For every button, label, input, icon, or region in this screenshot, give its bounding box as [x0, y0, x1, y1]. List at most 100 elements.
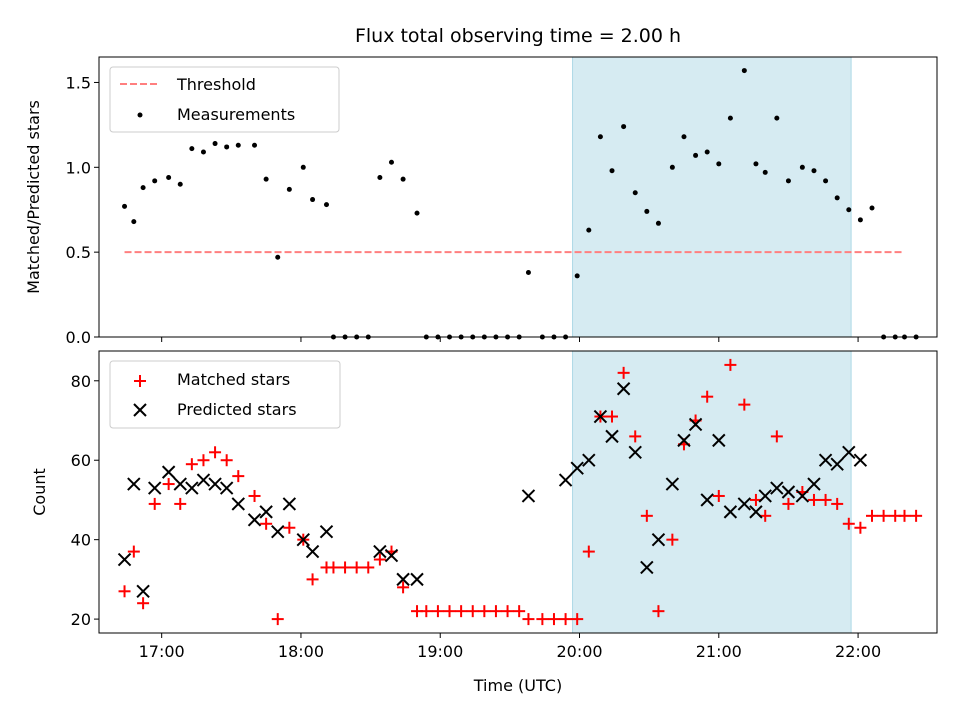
measurement-point	[655, 220, 661, 226]
matched-star-point	[455, 605, 468, 618]
measurement-point	[586, 227, 592, 233]
predicted-star-point	[582, 453, 596, 467]
matched-star-point	[513, 605, 526, 618]
matched-star-point	[148, 497, 161, 510]
matched-star-point	[807, 493, 820, 506]
measurement-point	[834, 195, 840, 201]
predicted-star-point	[296, 532, 310, 547]
predicted-star-point	[677, 433, 691, 448]
measurement-point	[377, 174, 383, 180]
matched-star-point	[712, 489, 725, 502]
matched-star-point	[232, 470, 245, 483]
matched-star-point	[842, 517, 855, 530]
matched-star-point	[466, 605, 479, 618]
matched-star-point	[501, 605, 514, 618]
x-tick-label: 22:00	[835, 642, 881, 661]
predicted-star-point	[665, 477, 680, 491]
legend-threshold-label: Threshold	[176, 75, 256, 94]
measurement-point	[166, 174, 172, 180]
matched-star-point	[819, 493, 832, 506]
matched-star-point	[362, 561, 375, 574]
predicted-star-point	[185, 481, 199, 495]
predicted-star-point	[616, 382, 631, 396]
measurement-point	[300, 164, 306, 170]
predicted-star-point	[853, 453, 868, 467]
matched-star-point	[877, 509, 890, 522]
matched-star-point	[910, 509, 923, 522]
legend-predicted-label: Predicted stars	[177, 400, 297, 419]
measurement-point	[131, 219, 137, 225]
matched-star-point	[489, 605, 502, 618]
top-x-ticks	[161, 337, 859, 342]
matched-star-point	[327, 561, 340, 574]
top-y-axis-label: Matched/Predicted stars	[24, 100, 43, 294]
x-tick-label: 18:00	[278, 642, 324, 661]
measurement-point	[525, 270, 531, 276]
legend-measurements-label: Measurements	[177, 105, 295, 124]
legend-matched-swatch	[134, 375, 146, 387]
measurement-point	[811, 168, 817, 174]
x-tick-label: 20:00	[556, 642, 602, 661]
matched-star-point	[197, 454, 210, 467]
predicted-star-point	[410, 572, 424, 587]
measurement-point	[727, 115, 733, 121]
predicted-star-point	[640, 560, 654, 575]
chart-title: Flux total observing time = 2.00 h	[355, 25, 681, 47]
predicted-star-point	[770, 481, 784, 495]
matched-star-point	[220, 454, 233, 467]
matched-star-point	[701, 390, 714, 403]
matched-star-point	[898, 509, 911, 522]
top-legend-box	[109, 66, 340, 133]
bottom-shaded-region	[572, 350, 852, 634]
predicted-star-point	[807, 477, 821, 491]
matched-star-point	[724, 358, 737, 371]
predicted-star-point	[628, 445, 642, 459]
top-legend: Threshold Measurements	[109, 66, 340, 133]
measurement-point	[400, 176, 406, 182]
predicted-star-point	[688, 417, 703, 432]
matched-star-point	[617, 366, 630, 379]
predicted-star-point	[737, 497, 752, 511]
bottom-legend: Matched stars Predicted stars	[109, 360, 341, 429]
measurement-point	[704, 149, 710, 155]
measurement-point	[224, 144, 230, 150]
measurement-point	[189, 146, 195, 152]
x-tick-label: 21:00	[696, 642, 742, 661]
measurement-point	[310, 197, 316, 203]
top-y-ticks: 0.0 0.5 1.0 1.5	[66, 73, 99, 347]
y-tick-label: 0.5	[66, 243, 91, 262]
bottom-legend-box	[109, 360, 341, 429]
matched-star-point	[431, 605, 444, 618]
measurement-point	[140, 185, 146, 191]
matched-star-point	[443, 605, 456, 618]
matched-star-point	[831, 497, 844, 510]
predicted-star-point	[830, 457, 844, 471]
measurement-point	[122, 203, 128, 209]
bottom-y-axis-label: Count	[30, 468, 49, 516]
matched-star-point	[770, 430, 783, 443]
measurement-point	[252, 142, 258, 148]
predicted-star-point	[127, 477, 141, 491]
matched-star-point	[547, 613, 560, 626]
predicted-star-point	[305, 544, 320, 559]
measurement-point	[693, 152, 699, 158]
measurement-point	[235, 142, 241, 148]
predicted-star-point	[558, 473, 573, 487]
top-axes-frame	[98, 56, 938, 338]
measurement-point	[574, 273, 580, 279]
predicted-star-point	[208, 477, 222, 491]
measurement-point	[823, 178, 829, 184]
matched-star-point	[350, 561, 363, 574]
measurement-point	[609, 168, 615, 174]
count-points-layer	[117, 358, 923, 626]
x-tick-label: 19:00	[417, 642, 463, 661]
predicted-star-point	[148, 481, 162, 495]
predicted-star-point	[605, 429, 619, 444]
matched-star-point	[854, 521, 867, 534]
matched-star-point	[260, 517, 273, 530]
predicted-star-point	[521, 489, 536, 503]
matched-star-point	[738, 398, 751, 411]
matched-star-point	[420, 605, 433, 618]
